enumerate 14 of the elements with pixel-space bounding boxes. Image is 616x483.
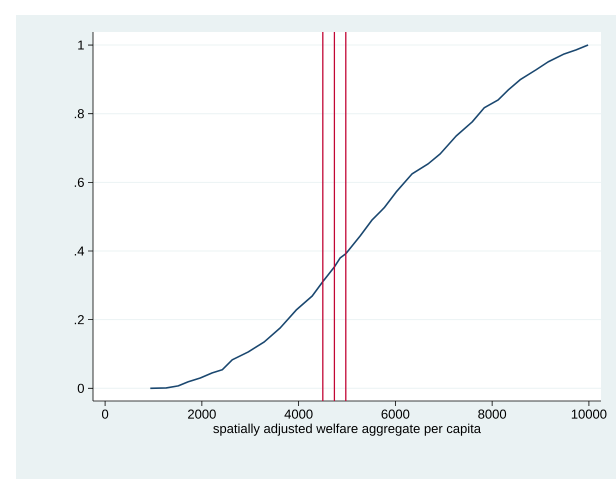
x-tick-label: 10000 — [572, 410, 606, 419]
x-tick-label: 8000 — [478, 410, 506, 419]
y-tick-label: .6 — [74, 178, 84, 187]
y-tick-label: .4 — [74, 246, 84, 256]
x-tick-label: 4000 — [284, 410, 313, 419]
line-series — [149, 44, 589, 390]
y-tick-label: .2 — [74, 315, 84, 324]
x-tick-label: 0 — [102, 410, 108, 419]
x-tick-label: 6000 — [382, 410, 410, 419]
y-tick-label: 1 — [78, 40, 84, 50]
y-tick-label: .8 — [74, 109, 84, 118]
x-tick-label: 2000 — [188, 410, 216, 419]
x-axis-title: spatially adjusted welfare aggregate per capita — [213, 424, 482, 436]
y-tick-label: 0 — [78, 384, 84, 393]
